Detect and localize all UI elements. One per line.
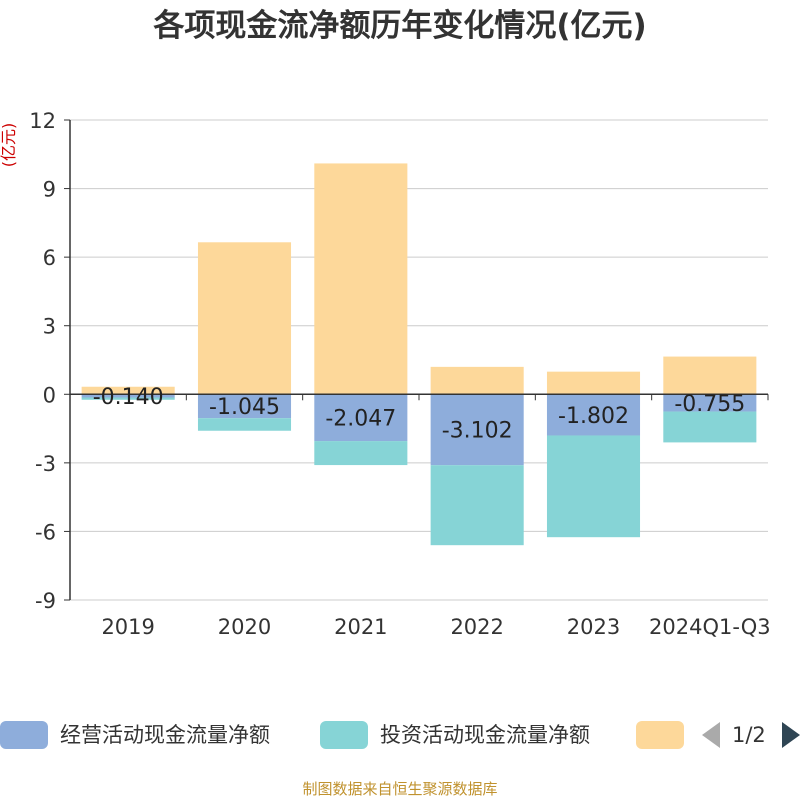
y-tick-label: 9 xyxy=(43,178,56,202)
bar-series1-2023 xyxy=(546,435,641,538)
x-tick-label: 2024Q1-Q3 xyxy=(649,615,771,639)
bar-series2-2024Q1-Q3 xyxy=(663,356,757,395)
bar-series0-2024Q1-Q3 xyxy=(663,394,757,412)
legend-page-indicator: 1/2 xyxy=(732,723,766,747)
chart-title: 各项现金流净额历年变化情况(亿元) xyxy=(153,8,647,44)
bar-series2-2020 xyxy=(197,242,292,395)
chevron-left-icon[interactable] xyxy=(702,722,720,748)
y-axis-label: (亿元) xyxy=(0,123,18,168)
data-label: -1.802 xyxy=(558,404,629,429)
y-tick-label: -3 xyxy=(35,452,56,476)
data-label: -3.102 xyxy=(442,419,513,444)
legend-label-operating: 经营活动现金流量净额 xyxy=(60,723,270,747)
data-label: -1.045 xyxy=(209,395,280,420)
bar-series2-2023 xyxy=(546,371,641,395)
legend-label-investing: 投资活动现金流量净额 xyxy=(380,723,590,747)
bar-series1-2022 xyxy=(430,465,524,546)
data-label: -0.140 xyxy=(93,385,164,410)
bar-series0-2021 xyxy=(314,394,408,442)
x-tick-label: 2019 xyxy=(101,615,154,639)
legend-swatch-third xyxy=(636,721,684,749)
bar-series0-2019 xyxy=(81,394,175,398)
legend: 经营活动现金流量净额 投资活动现金流量净额 1/2 xyxy=(0,712,800,756)
x-tick-label: 2020 xyxy=(218,615,271,639)
bar-chart: 12 9 6 3 0 -3 -6 -9 (亿元) -0.140 -1.045 -2.047 -3.102… xyxy=(0,109,771,639)
bar-series0-2022 xyxy=(430,394,524,466)
bar-series1-2021 xyxy=(314,441,408,466)
bar-series0-2023 xyxy=(546,394,641,436)
bar-series1-2019 xyxy=(81,397,175,400)
y-tick-label: 0 xyxy=(43,383,56,407)
bar-series2-2021 xyxy=(314,163,408,395)
chevron-right-icon[interactable] xyxy=(782,722,800,748)
y-tick-label: 6 xyxy=(43,246,56,270)
y-tick-label: 3 xyxy=(43,315,56,339)
source-note: 制图数据来自恒生聚源数据库 xyxy=(302,780,498,798)
legend-swatch-operating xyxy=(0,721,48,749)
x-tick-label: 2023 xyxy=(567,615,620,639)
bar-series1-2024Q1-Q3 xyxy=(663,411,757,443)
y-tick-label: 12 xyxy=(29,109,56,133)
bar-series2-2022 xyxy=(430,366,524,395)
legend-swatch-investing xyxy=(320,721,368,749)
y-tick-label: -9 xyxy=(35,589,56,613)
legend-pager: 1/2 xyxy=(702,718,800,748)
x-tick-label: 2022 xyxy=(450,615,503,639)
bar-series1-2020 xyxy=(197,418,292,431)
x-tick-label: 2021 xyxy=(334,615,387,639)
data-label: -2.047 xyxy=(325,407,396,432)
y-tick-label: -6 xyxy=(35,520,56,544)
bar-series2-2019 xyxy=(81,386,175,395)
data-label: -0.755 xyxy=(674,392,745,417)
bar-series0-2020 xyxy=(197,394,292,419)
